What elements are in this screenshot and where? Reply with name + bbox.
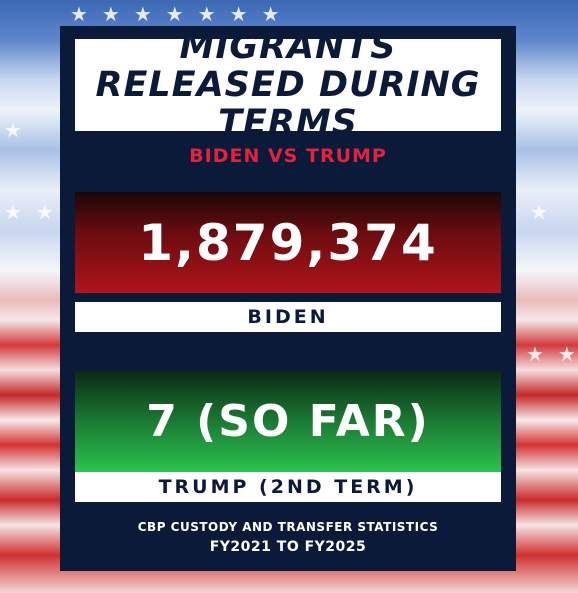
trump-stat-label: TRUMP (2ND TERM) <box>75 472 501 502</box>
background-stars-left-2: ★★ <box>4 200 68 224</box>
trump-stat-value: 7 (SO FAR) <box>75 371 501 472</box>
background-stars-top: ★★★★★★★ <box>70 2 294 26</box>
title-box: MIGRANTS RELEASED DURING TERMS <box>75 28 501 142</box>
source-note: CBP CUSTODY AND TRANSFER STATISTICS FY20… <box>60 517 516 557</box>
subtitle: BIDEN VS TRUMP <box>189 145 387 167</box>
infographic-panel: MIGRANTS RELEASED DURING TERMS BIDEN VS … <box>60 26 516 571</box>
background-stars-right: ★★ <box>526 342 576 366</box>
biden-stat-label: BIDEN <box>75 302 501 332</box>
page-title: MIGRANTS RELEASED DURING TERMS <box>95 27 481 143</box>
source-line-1: CBP CUSTODY AND TRANSFER STATISTICS <box>137 520 439 534</box>
biden-stat-value: 1,879,374 <box>75 192 501 293</box>
background-stars-right-2: ★ <box>530 200 562 224</box>
source-line-2: FY2021 TO FY2025 <box>209 539 367 555</box>
background-stars-left: ★ <box>4 118 36 142</box>
